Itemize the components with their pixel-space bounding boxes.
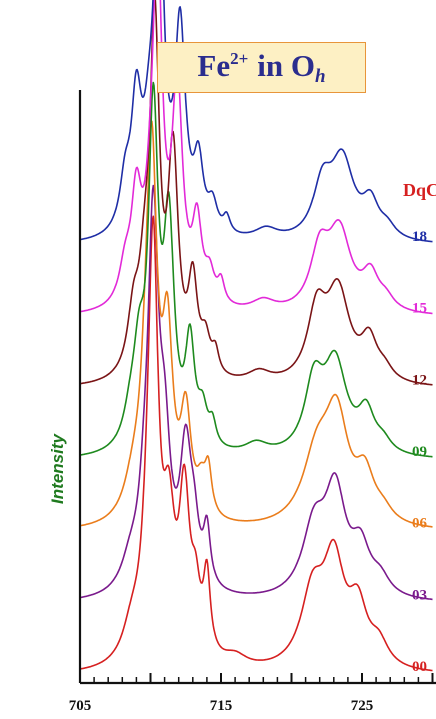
series-label-09: 09 <box>412 444 427 460</box>
series-line-03 <box>79 184 433 601</box>
series-label-06: 06 <box>412 516 428 532</box>
series-label-03: 03 <box>412 587 427 603</box>
x-tick-label-715: 715 <box>210 698 233 714</box>
series-line-18 <box>79 0 433 243</box>
y-axis-label: Intensity <box>48 434 67 504</box>
series-label-00: 00 <box>412 659 427 675</box>
x-ticks-group: 705 715 725 <box>69 673 434 714</box>
series-line-09 <box>79 81 433 458</box>
series-label-15: 15 <box>412 301 427 317</box>
legend-title: DqC <box>403 180 436 200</box>
title-subscript: h <box>315 65 326 87</box>
title-charge: 2+ <box>230 48 249 68</box>
x-tick-label-705: 705 <box>69 698 92 714</box>
x-tick-label-725: 725 <box>351 698 374 714</box>
series-label-18: 18 <box>412 229 427 245</box>
chart-title: Fe2+ in Oh <box>197 50 325 86</box>
series-line-06 <box>79 120 433 528</box>
series-labels-group: 00 03 06 09 12 15 18 <box>412 229 428 675</box>
spectra-series-group <box>79 0 433 672</box>
series-line-00 <box>79 215 433 672</box>
title-element: Fe <box>197 47 231 83</box>
series-line-12 <box>79 0 433 386</box>
chart-title-box: Fe2+ in Oh <box>157 42 366 93</box>
title-in-text: in O <box>257 47 316 83</box>
series-label-12: 12 <box>412 372 427 388</box>
series-line-15 <box>79 0 433 315</box>
